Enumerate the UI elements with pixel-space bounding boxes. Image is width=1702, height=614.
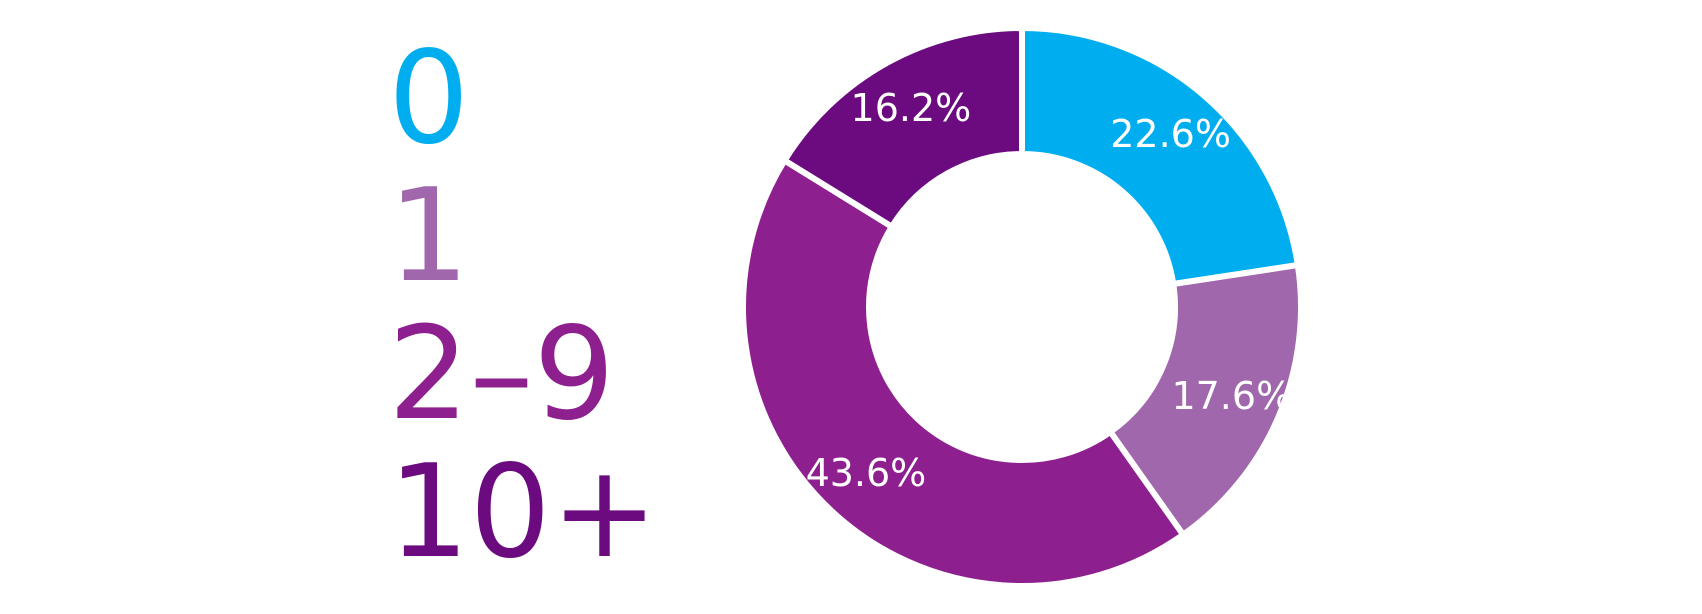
slice-label-1: 17.6% bbox=[1171, 374, 1292, 418]
slice-label-0: 22.6% bbox=[1110, 112, 1231, 156]
slice-1 bbox=[1106, 261, 1304, 539]
chart-legend: 0 1 2–9 10+ bbox=[388, 30, 688, 582]
slice-10- bbox=[780, 24, 1025, 231]
slice-label-2-9: 43.6% bbox=[806, 451, 927, 495]
legend-item-2-9: 2–9 bbox=[388, 300, 615, 449]
legend-item-10-plus: 10+ bbox=[388, 438, 659, 587]
legend-item-0: 0 bbox=[388, 24, 470, 173]
slice-0 bbox=[1019, 24, 1302, 288]
legend-item-1: 1 bbox=[388, 162, 470, 311]
slice-label-10-: 16.2% bbox=[851, 86, 972, 130]
slice-2-9 bbox=[740, 156, 1188, 589]
